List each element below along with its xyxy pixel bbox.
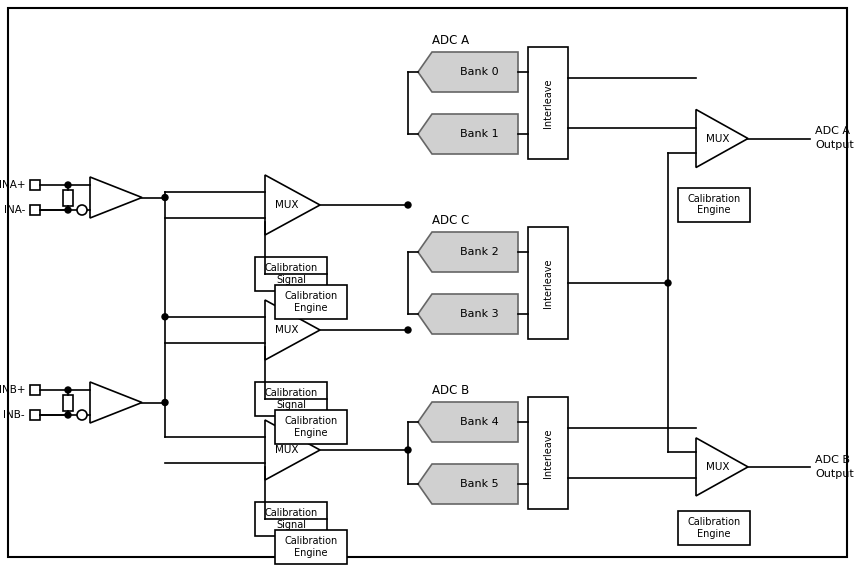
Polygon shape [418,464,518,504]
Text: Interleave: Interleave [543,428,553,478]
Text: Interleave: Interleave [543,78,553,128]
Bar [30,385,40,395]
Circle shape [405,447,411,453]
Polygon shape [418,114,518,154]
Text: Calibration
Engine: Calibration Engine [687,194,740,215]
Text: Interleave: Interleave [543,258,553,308]
Polygon shape [418,402,518,442]
Bar [400,380,648,538]
Text: MUX: MUX [275,200,298,210]
Text: Calibration
Signal: Calibration Signal [264,388,317,410]
Bar [255,257,327,291]
Polygon shape [696,438,748,496]
Bar [678,511,750,545]
Circle shape [405,327,411,333]
Bar [528,397,568,509]
Polygon shape [265,300,320,360]
Text: ADC A: ADC A [432,34,469,47]
Text: Calibration
Engine: Calibration Engine [285,291,338,313]
Text: Calibration
Engine: Calibration Engine [285,416,338,438]
Text: ADC C: ADC C [432,215,469,228]
Text: Calibration
Engine: Calibration Engine [687,517,740,538]
Text: Output: Output [815,469,854,479]
Polygon shape [418,294,518,334]
Circle shape [162,314,168,320]
Polygon shape [265,420,320,480]
Text: INB-: INB- [3,410,25,420]
Text: Bank 5: Bank 5 [460,479,498,489]
Text: MUX: MUX [706,133,729,144]
Bar [63,189,73,206]
Text: ADC A: ADC A [815,127,850,137]
Bar [255,382,327,416]
Circle shape [65,207,71,213]
Bar [255,502,327,536]
Text: Calibration
Signal: Calibration Signal [264,508,317,530]
Text: ADC B: ADC B [432,385,469,398]
Text: Calibration
Engine: Calibration Engine [285,536,338,558]
Bar [30,410,40,420]
Bar [678,188,750,221]
Bar [400,210,648,375]
Bar [275,530,347,564]
Text: Calibration
Signal: Calibration Signal [264,263,317,285]
Bar [275,410,347,444]
Text: MUX: MUX [706,462,729,472]
Circle shape [77,205,87,215]
Text: MUX: MUX [275,445,298,455]
Circle shape [65,387,71,393]
Text: Bank 4: Bank 4 [460,417,498,427]
Text: Bank 2: Bank 2 [460,247,498,257]
Bar [30,205,40,215]
Text: Bank 1: Bank 1 [460,129,498,139]
Circle shape [665,280,671,286]
Bar [30,180,40,190]
Bar [63,394,73,411]
Polygon shape [696,110,748,167]
Text: INA-: INA- [3,205,25,215]
Circle shape [405,202,411,208]
Bar [528,47,568,159]
Text: ADC B: ADC B [815,455,850,465]
Circle shape [65,412,71,418]
Text: Bank 3: Bank 3 [460,309,498,319]
Text: Output: Output [815,141,854,150]
Bar [528,227,568,339]
Circle shape [65,182,71,188]
Polygon shape [90,382,142,423]
Text: INB+: INB+ [0,385,25,395]
Bar [400,30,648,205]
Text: INA+: INA+ [0,180,25,190]
Polygon shape [418,52,518,92]
Polygon shape [90,177,142,218]
Bar [275,285,347,319]
Circle shape [77,410,87,420]
Text: MUX: MUX [275,325,298,335]
Polygon shape [418,232,518,272]
Circle shape [162,194,168,201]
Polygon shape [265,175,320,235]
Circle shape [162,399,168,406]
Text: Bank 0: Bank 0 [460,67,498,77]
